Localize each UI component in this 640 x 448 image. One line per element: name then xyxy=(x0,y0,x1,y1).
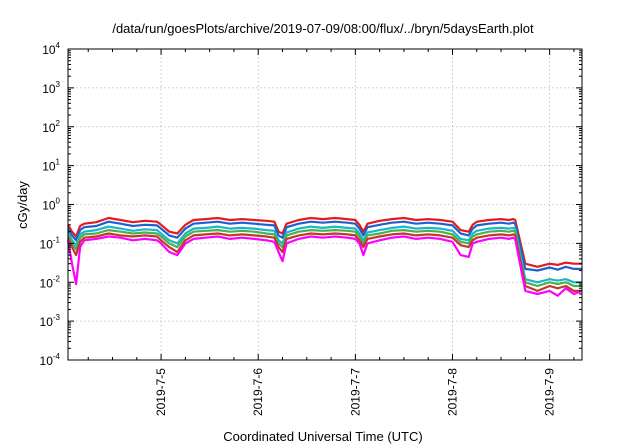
y-tick-base: 10 xyxy=(42,199,56,213)
series-line-6 xyxy=(66,235,583,297)
y-tick-base: 10 xyxy=(42,43,56,57)
y-tick-label: 103 xyxy=(42,80,60,96)
x-tick-label: 2019-7-9 xyxy=(543,368,557,416)
y-tick-label: 10-2 xyxy=(40,274,61,290)
y-tick-exponent: 2 xyxy=(56,119,61,128)
series-line-3 xyxy=(67,225,582,284)
x-axis-ticks: 2019-7-5 2019-7-6 2019-7-7 2019-7-8 2019-7-9 xyxy=(87,49,575,416)
y-tick-base: 10 xyxy=(40,276,54,290)
y-tick-base: 10 xyxy=(42,82,56,96)
y-tick-base: 10 xyxy=(42,160,56,174)
x-tick-label: 2019-7-5 xyxy=(154,368,168,416)
y-tick-exponent: 4 xyxy=(56,41,61,50)
y-tick-label: 102 xyxy=(42,119,60,135)
y-tick-exponent: 3 xyxy=(56,80,61,89)
x-tick-label: 2019-7-6 xyxy=(251,368,265,416)
series-layer xyxy=(66,216,583,297)
x-tick-label: 2019-7-7 xyxy=(348,368,362,416)
x-axis-label: Coordinated Universal Time (UTC) xyxy=(223,429,422,444)
series-line-2 xyxy=(67,220,582,272)
y-tick-exponent: -2 xyxy=(53,274,61,283)
series-line-4 xyxy=(66,229,582,288)
y-tick-base: 10 xyxy=(40,237,54,251)
y-tick-exponent: 0 xyxy=(56,197,61,206)
y-tick-exponent: -3 xyxy=(53,313,61,322)
y-tick-base: 10 xyxy=(42,121,56,135)
y-tick-exponent: 1 xyxy=(56,158,61,167)
y-tick-label: 101 xyxy=(42,158,60,174)
series-line-1 xyxy=(67,216,582,268)
y-tick-exponent: -4 xyxy=(53,352,61,361)
x-tick-label: 2019-7-8 xyxy=(445,368,459,416)
y-tick-base: 10 xyxy=(40,315,54,329)
y-tick-base: 10 xyxy=(40,354,54,368)
y-tick-label: 10-1 xyxy=(40,235,61,251)
y-tick-exponent: -1 xyxy=(53,235,61,244)
y-tick-label: 100 xyxy=(42,197,60,213)
series-line-5 xyxy=(66,232,582,292)
grid xyxy=(68,49,582,360)
y-tick-label: 10-4 xyxy=(40,352,61,368)
chart-title: /data/run/goesPlots/archive/2019-07-09/0… xyxy=(112,21,534,36)
y-tick-label: 104 xyxy=(42,41,60,57)
y-tick-label: 10-3 xyxy=(40,313,61,329)
y-axis-label: cGy/day xyxy=(15,181,30,229)
